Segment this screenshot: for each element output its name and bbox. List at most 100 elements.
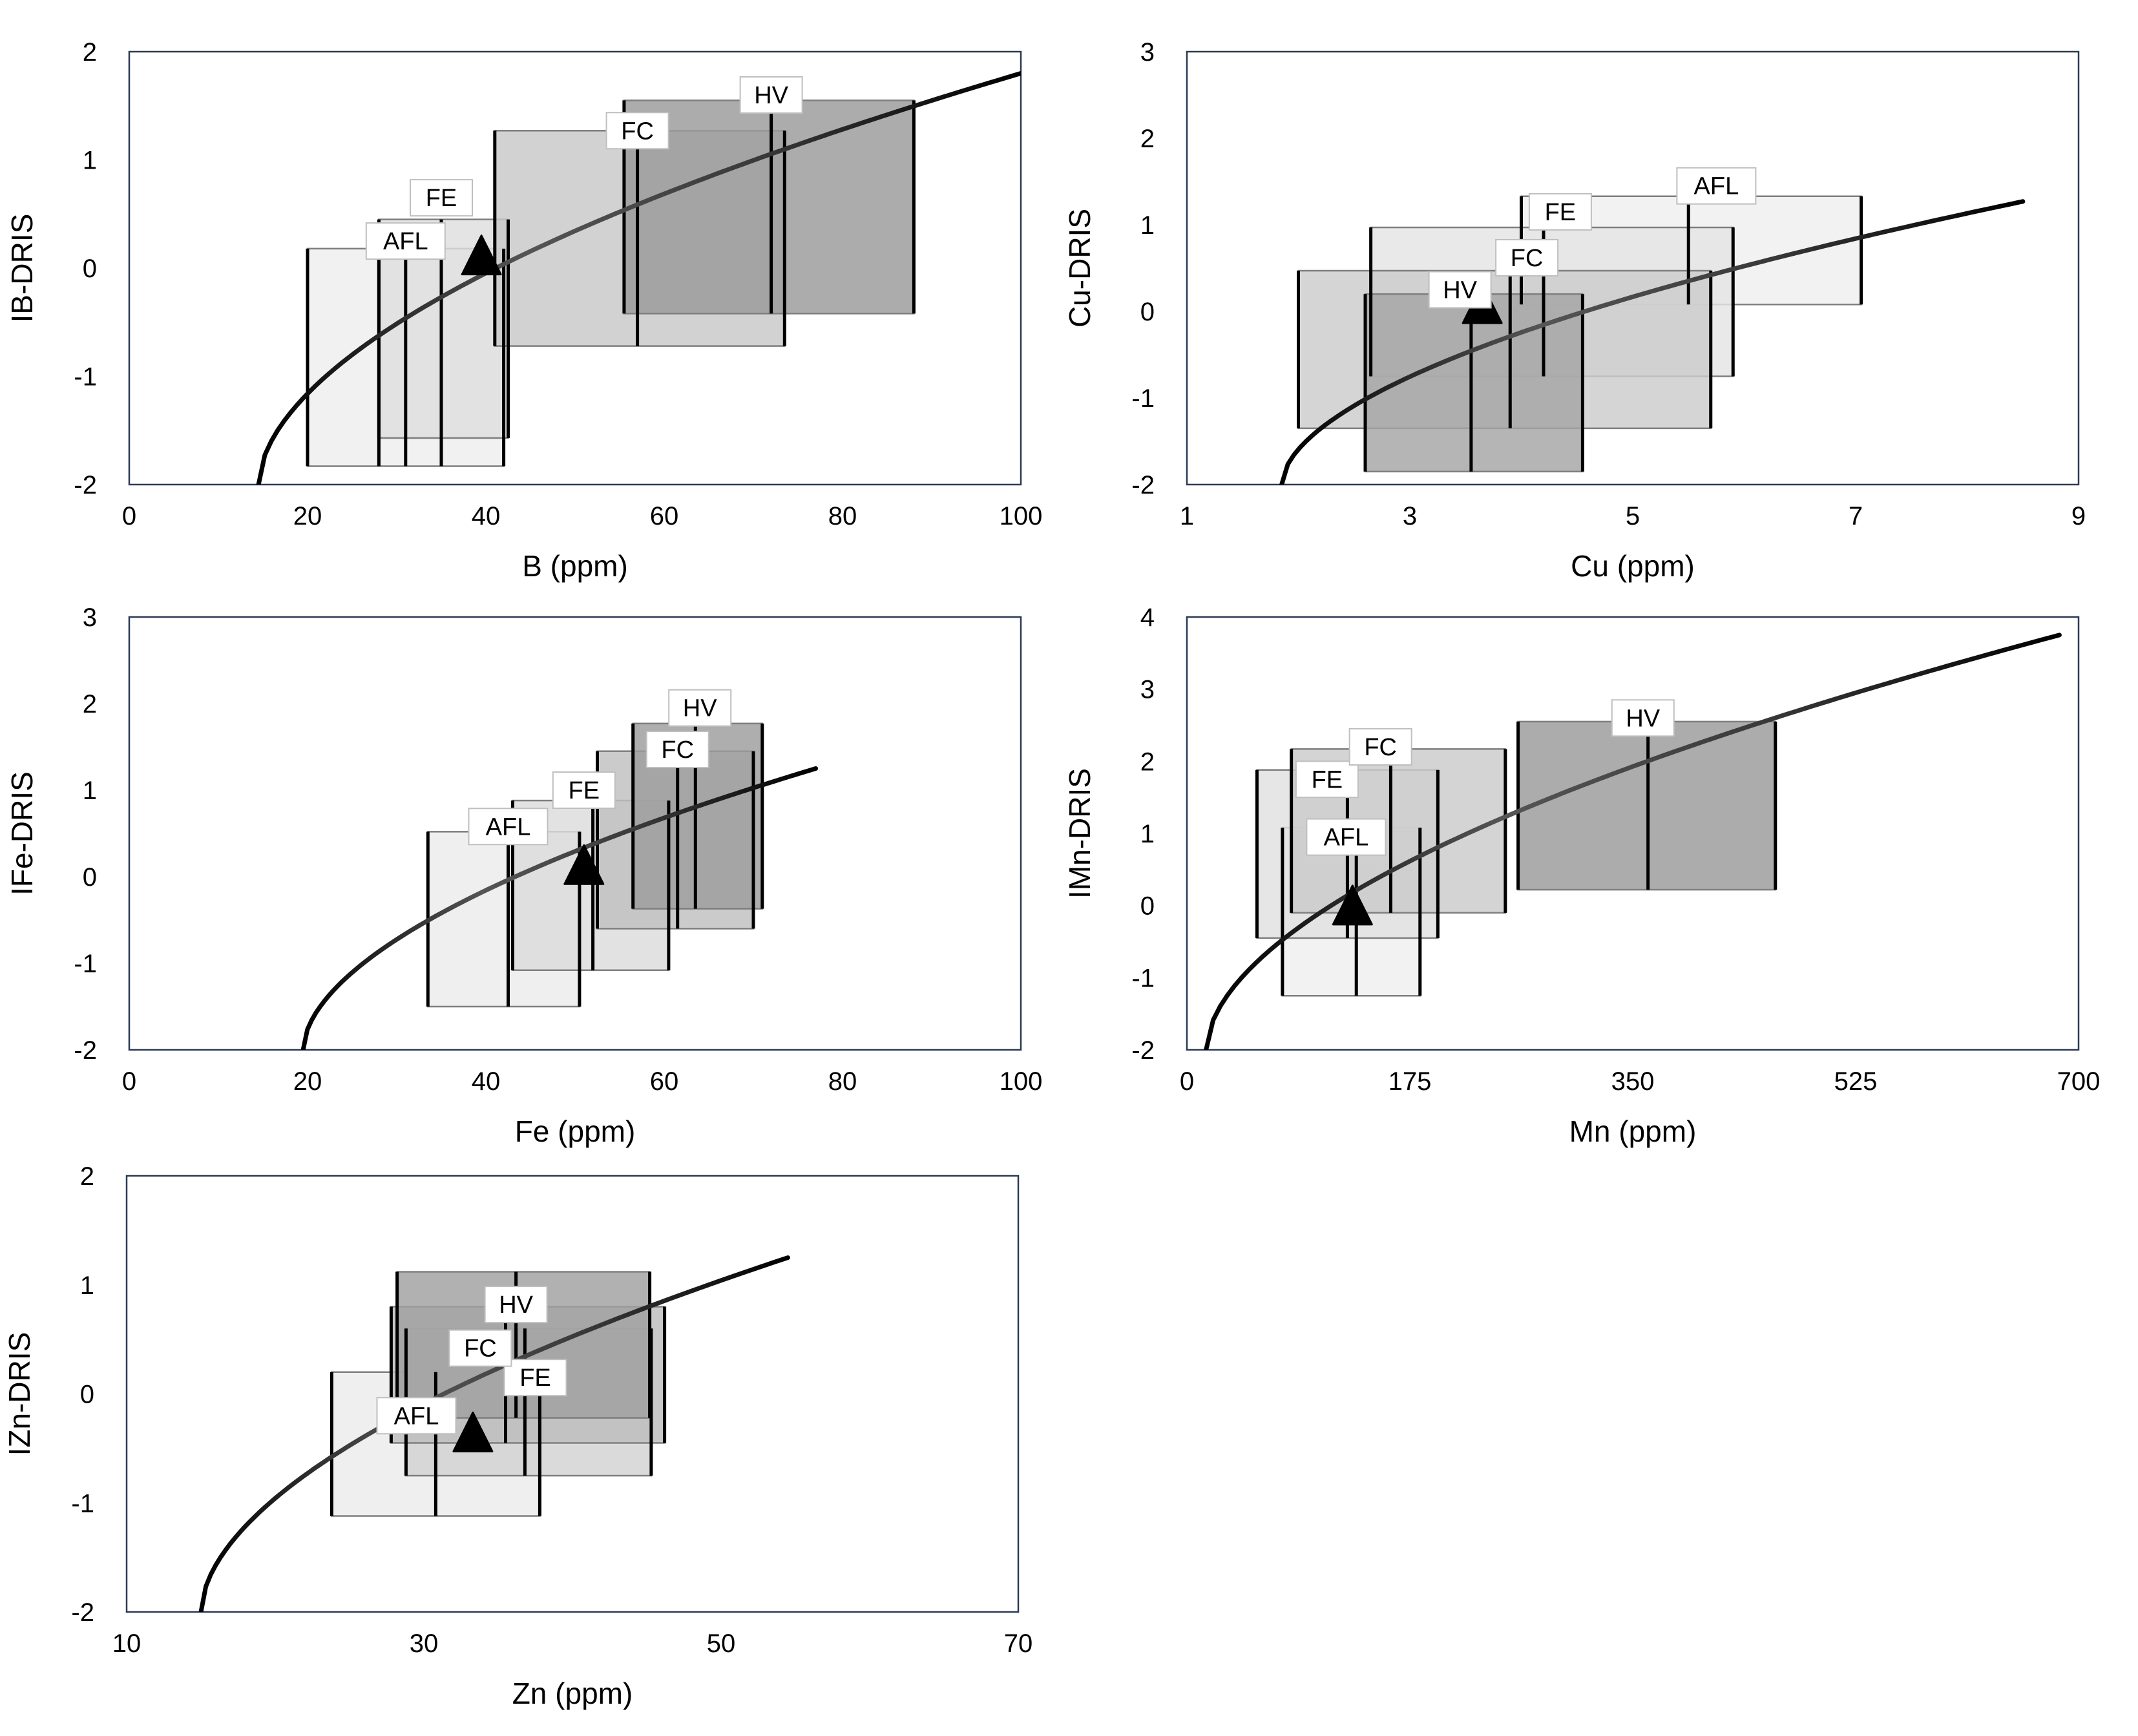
y-tick-label: 3 xyxy=(83,603,97,632)
y-tick-label: 2 xyxy=(83,38,97,67)
box-label-fc: FC xyxy=(1495,238,1559,277)
plot-area xyxy=(300,722,819,1050)
y-tick-label: -1 xyxy=(1131,964,1155,992)
y-tick-label: -1 xyxy=(74,950,97,978)
x-axis-title: Cu (ppm) xyxy=(1571,549,1695,583)
box-label-text: AFL xyxy=(1694,173,1739,200)
x-tick-label: 40 xyxy=(472,502,501,530)
box-label-text: HV xyxy=(683,695,717,722)
mean-marker xyxy=(563,844,605,885)
box-label-fe: FE xyxy=(503,1359,567,1397)
y-axis-title: IZn-DRIS xyxy=(3,1332,36,1456)
box-label-text: FE xyxy=(426,185,457,212)
y-tick-label: -2 xyxy=(71,1598,94,1627)
box-label-bg xyxy=(668,689,732,727)
box-label-bg xyxy=(1676,167,1757,205)
box-label-hv: HV xyxy=(668,689,732,727)
y-tick-label: 0 xyxy=(80,1381,94,1409)
y-axis-title: IMn-DRIS xyxy=(1063,768,1096,899)
box-label-afl: AFL xyxy=(365,222,446,260)
box-label-text: FE xyxy=(569,777,600,804)
box-label-text: FE xyxy=(1312,766,1343,793)
box-label-bg xyxy=(1611,699,1675,737)
box-label-afl: AFL xyxy=(468,808,549,846)
x-tick-label: 0 xyxy=(1180,1067,1194,1096)
box-label-hv: HV xyxy=(484,1286,548,1324)
x-tick-label: 5 xyxy=(1626,502,1640,530)
y-axis-title: IFe-DRIS xyxy=(5,771,39,895)
y-tick-label: -2 xyxy=(1131,471,1155,499)
box-label-text: HV xyxy=(1626,705,1660,732)
box-label-afl: AFL xyxy=(376,1397,457,1435)
x-tick-label: 100 xyxy=(1000,502,1043,530)
box-label-text: AFL xyxy=(383,228,428,255)
x-axis-title: B (ppm) xyxy=(522,549,628,583)
x-tick-label: 70 xyxy=(1004,1629,1033,1658)
box-label-bg xyxy=(376,1397,457,1435)
dris-curve xyxy=(1279,199,2026,485)
y-tick-label: 1 xyxy=(1140,820,1155,848)
box-label-hv: HV xyxy=(739,76,803,114)
box-label-text: FE xyxy=(519,1365,551,1392)
y-tick-label: 2 xyxy=(83,690,97,718)
x-tick-label: 525 xyxy=(1834,1067,1878,1096)
box-label-text: HV xyxy=(499,1292,533,1319)
box-label-text: HV xyxy=(754,82,788,109)
x-tick-label: 80 xyxy=(828,1067,857,1096)
box-label-bg xyxy=(552,771,616,809)
mean-marker xyxy=(1332,884,1373,926)
y-tick-label: 1 xyxy=(83,147,97,175)
box-label-fc: FC xyxy=(1348,728,1412,766)
box-label-fc: FC xyxy=(645,731,709,769)
x-tick-label: 30 xyxy=(410,1629,439,1658)
box-label-bg xyxy=(645,731,709,769)
y-tick-label: -2 xyxy=(1131,1036,1155,1065)
box-label-text: AFL xyxy=(394,1403,439,1430)
y-tick-label: 3 xyxy=(1140,676,1155,704)
box-label-bg xyxy=(410,179,473,217)
box-label-hv: HV xyxy=(1611,699,1675,737)
y-tick-label: -1 xyxy=(71,1489,94,1518)
box-label-fe: FE xyxy=(1295,760,1359,799)
box-label-fe: FE xyxy=(410,179,473,217)
box-label-bg xyxy=(448,1329,512,1367)
box-label-bg xyxy=(1348,728,1412,766)
x-tick-label: 175 xyxy=(1389,1067,1432,1096)
x-tick-label: 50 xyxy=(707,1629,736,1658)
y-tick-label: -2 xyxy=(74,1036,97,1065)
y-tick-label: 4 xyxy=(1140,603,1155,632)
y-tick-label: 2 xyxy=(1140,125,1155,153)
x-tick-label: 80 xyxy=(828,502,857,530)
box-label-bg xyxy=(739,76,803,114)
y-axis-title: Cu-DRIS xyxy=(1063,209,1096,328)
box-label-fc: FC xyxy=(448,1329,512,1367)
box-label-text: FC xyxy=(464,1335,497,1363)
box-label-bg xyxy=(484,1286,548,1324)
y-tick-label: 1 xyxy=(83,777,97,805)
box-label-bg xyxy=(365,222,446,260)
box-label-bg xyxy=(1306,818,1387,856)
box-label-text: HV xyxy=(1443,277,1477,304)
x-axis-title: Fe (ppm) xyxy=(515,1114,636,1148)
box-label-text: AFL xyxy=(1324,824,1369,852)
x-tick-label: 700 xyxy=(2057,1067,2101,1096)
box-label-hv: HV xyxy=(1428,271,1492,309)
y-tick-label: 3 xyxy=(1140,38,1155,67)
x-tick-label: 100 xyxy=(1000,1067,1043,1096)
box-label-fe: FE xyxy=(1528,193,1592,231)
box-label-fe: FE xyxy=(552,771,616,809)
y-axis-title: IB-DRIS xyxy=(5,214,39,323)
chart-panel-mn: AFL FE FC HV 0 175 350 525 700 -2 -1 0 1 2 3 4 Mn (ppm) I… xyxy=(1063,603,2100,1148)
y-tick-label: -1 xyxy=(74,363,97,392)
y-tick-label: -2 xyxy=(74,471,97,499)
x-tick-label: 60 xyxy=(650,1067,679,1096)
dris-curve xyxy=(256,71,1021,485)
x-tick-label: 0 xyxy=(122,502,136,530)
x-axis-title: Mn (ppm) xyxy=(1569,1114,1697,1148)
y-tick-label: 0 xyxy=(83,255,97,283)
mean-marker xyxy=(452,1411,494,1452)
x-tick-label: 20 xyxy=(293,1067,322,1096)
box-label-text: FE xyxy=(1545,199,1577,226)
